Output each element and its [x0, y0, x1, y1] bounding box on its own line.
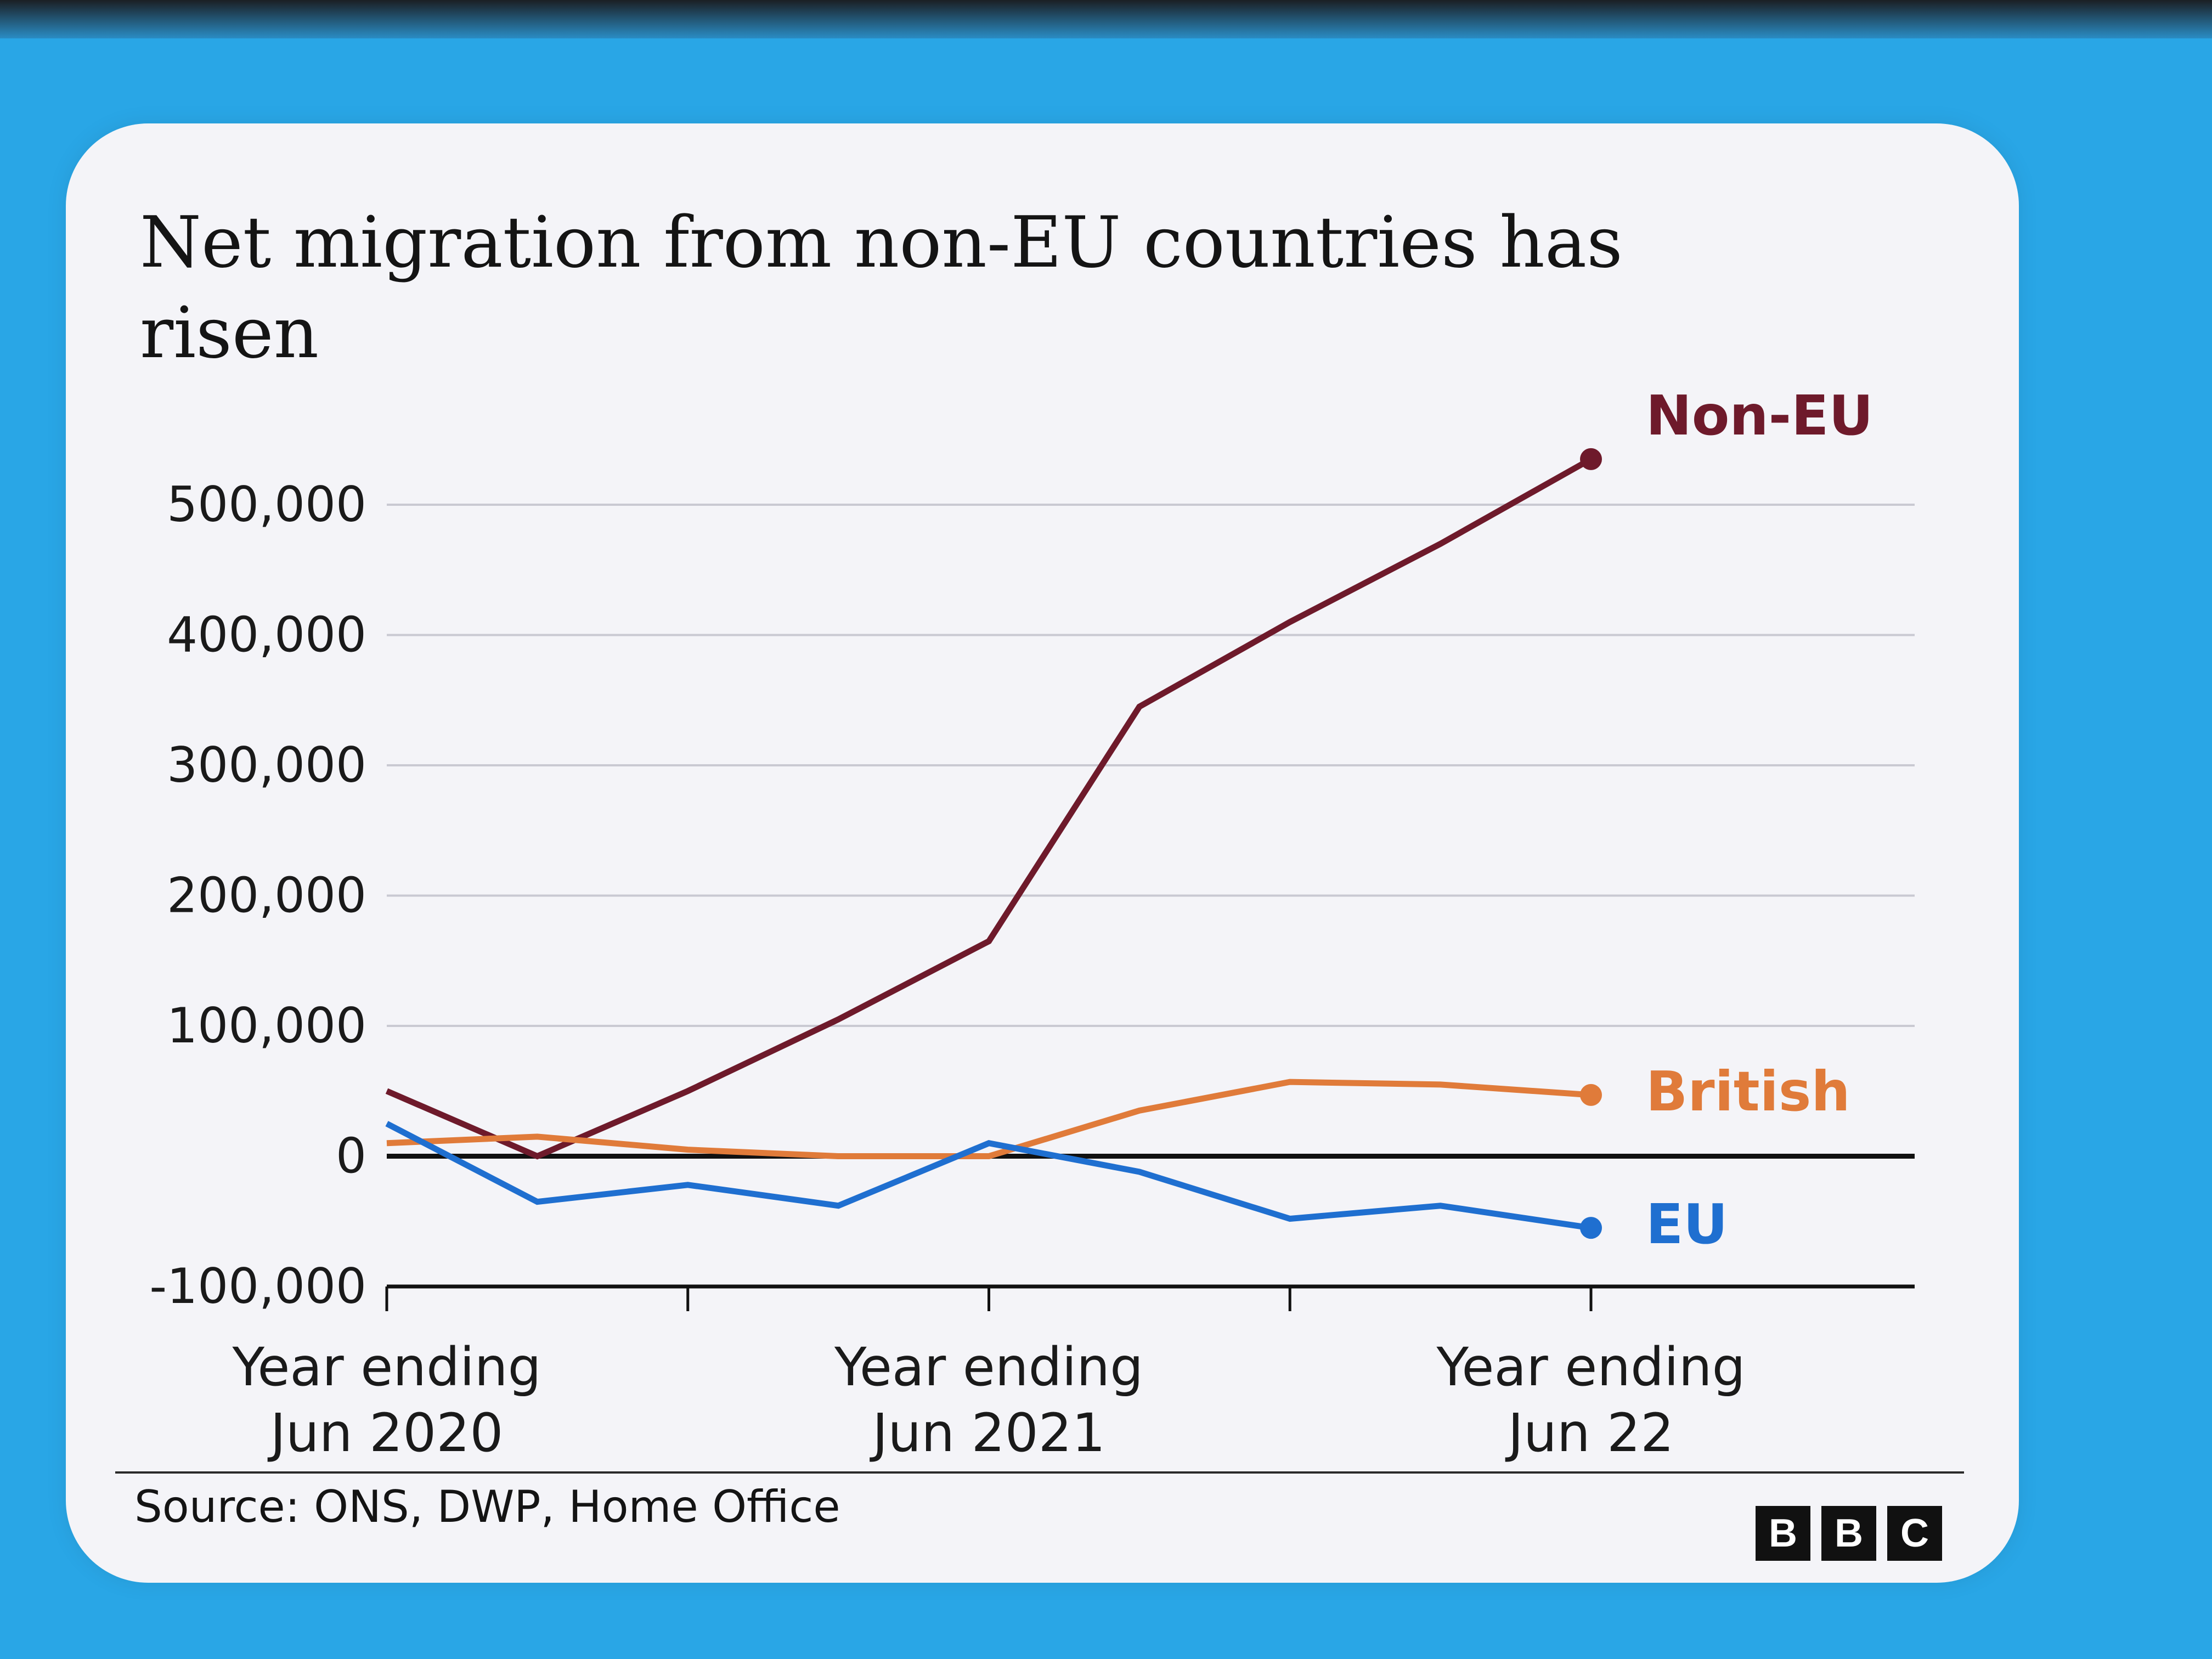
y-tick-label: 500,000	[167, 476, 366, 533]
x-tick-label: Year ending	[1436, 1336, 1745, 1398]
y-tick-labels: 500,000 400,000 300,000 200,000 100,000 0 -100…	[149, 476, 366, 1314]
x-tick-label: Jun 22	[1505, 1402, 1674, 1464]
series-end-marker	[1580, 1084, 1602, 1106]
series-label: EU	[1646, 1192, 1728, 1256]
series-end-marker	[1580, 448, 1602, 470]
footer-divider	[115, 1471, 1964, 1474]
series-label: British	[1646, 1059, 1850, 1124]
series-line-eu	[385, 1121, 1592, 1231]
x-tick-label: Year ending	[232, 1336, 541, 1398]
x-tick-label: Jun 2021	[870, 1402, 1105, 1464]
bbc-logo: B B C	[1756, 1506, 1942, 1561]
x-tick-label: Jun 2020	[268, 1402, 504, 1464]
y-tick-label: -100,000	[149, 1258, 366, 1314]
y-tick-label: 100,000	[167, 997, 366, 1054]
grid-lines	[387, 504, 1915, 1027]
logo-letter: B	[1756, 1506, 1810, 1561]
x-tick-label: Year ending	[834, 1336, 1143, 1398]
series-line-non-eu	[385, 456, 1593, 1160]
chart-title: Net migration from non-EU countries has …	[140, 202, 1623, 374]
source-note: Source: ONS, DWP, Home Office	[134, 1481, 840, 1532]
y-tick-label: 0	[336, 1128, 366, 1184]
series-labels: Non-EU British EU	[1646, 383, 1874, 1256]
series-line-british	[386, 1079, 1592, 1159]
monitor-bezel	[0, 0, 2212, 38]
series-label: Non-EU	[1646, 383, 1874, 448]
y-tick-label: 300,000	[167, 737, 366, 793]
logo-letter: B	[1821, 1506, 1876, 1561]
y-tick-label: 200,000	[167, 867, 366, 924]
series-lines	[385, 448, 1602, 1239]
series-end-marker	[1580, 1217, 1602, 1239]
y-tick-label: 400,000	[167, 607, 366, 663]
logo-letter: C	[1887, 1506, 1942, 1561]
axes	[385, 1154, 1915, 1311]
